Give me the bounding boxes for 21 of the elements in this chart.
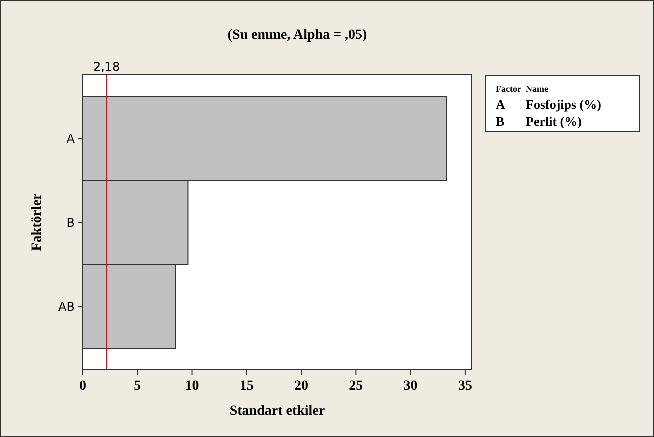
- x-tick-label: 30: [404, 379, 418, 394]
- x-tick-label: 35: [458, 379, 472, 394]
- text: Factor: [496, 84, 522, 94]
- y-tick-label: B: [66, 216, 75, 230]
- x-tick-label: 25: [349, 379, 364, 394]
- x-tick-label: 15: [240, 379, 254, 394]
- ref-line-label: 2,18: [93, 60, 120, 74]
- x-axis-title: Standart etkiler: [230, 404, 326, 419]
- x-tick-label: 0: [80, 379, 86, 394]
- text: Name: [526, 84, 548, 94]
- text: A: [496, 97, 506, 112]
- text: Fosfojips (%): [526, 97, 602, 112]
- x-tick-label: 5: [134, 379, 142, 394]
- text: B: [496, 114, 505, 129]
- x-tick-label: 10: [185, 379, 200, 394]
- y-axis-title: Faktörler: [30, 194, 45, 252]
- chart-title: (Su emme, Alpha = ,05): [228, 28, 368, 43]
- text: Perlit (%): [526, 114, 582, 129]
- y-tick-label: AB: [58, 300, 75, 314]
- y-tick-label: A: [66, 132, 76, 146]
- x-tick-label: 20: [294, 379, 309, 394]
